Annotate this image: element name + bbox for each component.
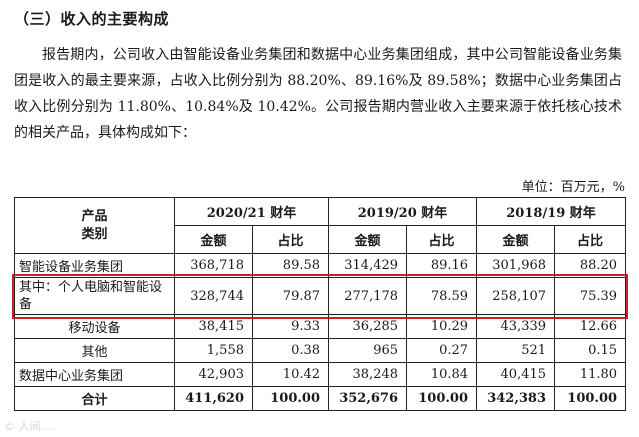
- cell-value: 36,285: [328, 314, 408, 339]
- amount-header: 金额: [328, 225, 408, 254]
- cell-value: 79.87: [251, 277, 330, 315]
- amount-header: 金额: [476, 225, 556, 254]
- revenue-table: 产品 类别 2020/21 财年 2019/20 财年 2018/19 财年 金…: [14, 197, 627, 411]
- cell-value: 965: [328, 338, 408, 363]
- ratio-header: 占比: [406, 225, 478, 254]
- cell-value: 10.42: [251, 362, 330, 387]
- watermark: © 人间....: [4, 420, 55, 433]
- row-label: 数据中心业务集团: [14, 362, 175, 387]
- cell-value: 301,968: [476, 253, 556, 278]
- cell-value: 9.33: [251, 314, 330, 339]
- cell-value: 352,676: [328, 386, 408, 411]
- cell-value: 10.84: [406, 362, 478, 387]
- cell-value: 78.59: [406, 277, 478, 315]
- row-label: 移动设备: [14, 314, 175, 339]
- table-row: 其他 1,558 0.38 965 0.27 521 0.15: [14, 338, 627, 363]
- table-row: 移动设备 38,415 9.33 36,285 10.29 43,339 12.…: [14, 314, 627, 339]
- cell-value: 89.58: [251, 253, 330, 278]
- row-label: 智能设备业务集团: [14, 253, 175, 278]
- cell-value: 521: [476, 338, 556, 363]
- table-row-total: 合计 411,620 100.00 352,676 100.00 342,383…: [14, 386, 627, 411]
- period-header: 2019/20 财年: [328, 197, 478, 226]
- cell-value: 368,718: [174, 253, 253, 278]
- cell-value: 38,248: [328, 362, 408, 387]
- category-header-line1: 产品: [81, 208, 108, 224]
- ratio-header: 占比: [554, 225, 627, 254]
- table-row: 其中：个人电脑和智能设备 328,744 79.87 277,178 78.59…: [14, 277, 627, 315]
- cell-value: 100.00: [554, 386, 627, 411]
- cell-value: 411,620: [174, 386, 253, 411]
- cell-value: 11.80: [554, 362, 627, 387]
- cell-value: 40,415: [476, 362, 556, 387]
- cell-value: 0.38: [251, 338, 330, 363]
- cell-value: 89.16: [406, 253, 478, 278]
- cell-value: 42,903: [174, 362, 253, 387]
- ratio-header: 占比: [251, 225, 330, 254]
- cell-value: 100.00: [251, 386, 330, 411]
- cell-value: 38,415: [174, 314, 253, 339]
- section-heading: （三）收入的主要构成: [14, 10, 170, 28]
- cell-value: 100.00: [406, 386, 478, 411]
- cell-value: 1,558: [174, 338, 253, 363]
- cell-value: 10.29: [406, 314, 478, 339]
- unit-note: 单位：百万元，%: [521, 180, 625, 195]
- period-header: 2020/21 财年: [173, 197, 330, 226]
- cell-value: 75.39: [554, 277, 627, 315]
- cell-value: 258,107: [476, 277, 556, 315]
- table-row: 智能设备业务集团 368,718 89.58 314,429 89.16 301…: [14, 253, 627, 278]
- cell-value: 342,383: [476, 386, 556, 411]
- cell-value: 88.20: [554, 253, 627, 278]
- category-header: 产品 类别: [14, 197, 175, 254]
- table-row: 数据中心业务集团 42,903 10.42 38,248 10.84 40,41…: [14, 362, 627, 387]
- period-header: 2018/19 财年: [476, 197, 627, 226]
- amount-header: 金额: [174, 225, 253, 254]
- body-paragraph: 报告期内，公司收入由智能设备业务集团和数据中心业务集团组成，其中公司智能设备业务…: [14, 47, 622, 141]
- row-label: 合计: [14, 386, 175, 411]
- cell-value: 328,744: [174, 277, 253, 315]
- cell-value: 277,178: [328, 277, 408, 315]
- cell-value: 43,339: [476, 314, 556, 339]
- cell-value: 0.27: [406, 338, 478, 363]
- row-label: 其他: [14, 338, 175, 363]
- cell-value: 12.66: [554, 314, 627, 339]
- category-header-line2: 类别: [81, 226, 108, 242]
- cell-value: 314,429: [328, 253, 408, 278]
- row-label: 其中：个人电脑和智能设备: [14, 277, 175, 315]
- cell-value: 0.15: [554, 338, 627, 363]
